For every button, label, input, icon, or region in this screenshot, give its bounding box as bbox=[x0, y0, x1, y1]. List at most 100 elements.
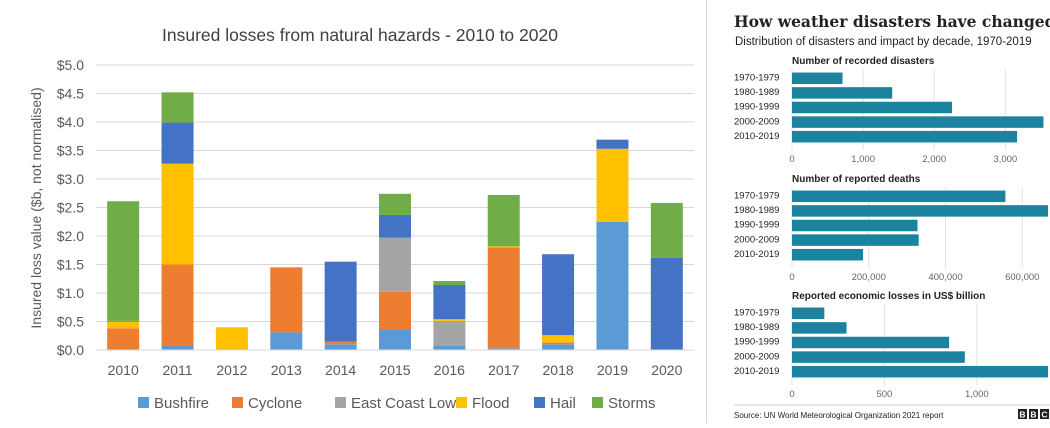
x-tick-label: 2014 bbox=[325, 362, 356, 378]
legend-swatch bbox=[592, 397, 603, 408]
x-tick-label: 2017 bbox=[488, 362, 519, 378]
x-tick-label: 600,000 bbox=[1005, 272, 1039, 283]
bar-segment bbox=[650, 257, 683, 350]
category-label: 1970-1979 bbox=[734, 191, 779, 202]
category-label: 2000-2009 bbox=[734, 234, 779, 245]
legend-label: Storms bbox=[608, 395, 656, 412]
bar-segment bbox=[433, 285, 466, 320]
bar bbox=[792, 322, 847, 334]
bar-segment bbox=[324, 344, 357, 350]
small-chart-title: Number of recorded disasters bbox=[792, 56, 935, 67]
bar-segment bbox=[379, 214, 411, 238]
category-label: 1970-1979 bbox=[734, 308, 779, 319]
small-multiple-chart: Number of reported deaths 0 200,000 400,000… bbox=[734, 174, 1048, 283]
category-label: 1980-1989 bbox=[734, 322, 779, 333]
bar-segment bbox=[215, 327, 248, 350]
bar-segment bbox=[487, 194, 520, 247]
category-label: 1970-1979 bbox=[734, 73, 779, 84]
category-label: 2010-2019 bbox=[734, 131, 779, 142]
y-tick-label: $0.5 bbox=[57, 314, 84, 330]
legend-label: Bushfire bbox=[154, 395, 209, 412]
category-label: 2010-2019 bbox=[734, 249, 779, 260]
category-label: 1990-1999 bbox=[734, 220, 779, 231]
bar-segment bbox=[596, 139, 629, 149]
small-chart-title: Reported economic losses in US$ billion bbox=[792, 291, 985, 302]
x-tick-label: 2013 bbox=[271, 362, 302, 378]
y-tick-label: $1.5 bbox=[57, 257, 84, 273]
bar bbox=[792, 116, 1044, 128]
bar-segment bbox=[161, 163, 194, 265]
bar bbox=[792, 72, 843, 85]
small-chart-title: Number of reported deaths bbox=[792, 174, 921, 185]
x-tick-label: 2018 bbox=[543, 362, 574, 378]
bar bbox=[792, 336, 950, 349]
legend-label: Cyclone bbox=[248, 395, 302, 412]
bar-segment bbox=[650, 202, 683, 258]
bbc-logo-letter: B bbox=[1019, 410, 1025, 420]
category-label: 2010-2019 bbox=[734, 366, 779, 377]
bar-segment bbox=[487, 246, 520, 248]
legend-swatch bbox=[335, 397, 346, 408]
x-tick-label: 3,000 bbox=[993, 154, 1017, 165]
legend-item: Cyclone bbox=[232, 395, 302, 412]
bar-segment bbox=[270, 267, 303, 333]
bar-segment bbox=[542, 335, 575, 343]
bar-segment bbox=[161, 264, 194, 346]
bar-segment bbox=[379, 329, 411, 350]
y-tick-label: $4.0 bbox=[57, 114, 84, 130]
bar bbox=[792, 365, 1048, 378]
bar bbox=[792, 234, 919, 246]
bar-segment bbox=[596, 148, 629, 222]
source-note: Source: UN World Meteorological Organiza… bbox=[734, 411, 944, 420]
bar-segment bbox=[542, 342, 575, 345]
legend-swatch bbox=[138, 397, 149, 408]
bbc-logo-letter: C bbox=[1041, 410, 1047, 420]
x-tick-label: 400,000 bbox=[928, 272, 962, 283]
bar bbox=[792, 351, 965, 363]
x-tick-label: 2019 bbox=[597, 362, 628, 378]
weather-disasters-chart: How weather disasters have changed Distr… bbox=[734, 12, 1050, 420]
bar bbox=[792, 307, 825, 320]
bar bbox=[792, 130, 1018, 143]
bar-segment bbox=[107, 201, 140, 321]
x-tick-label: 2,000 bbox=[922, 154, 946, 165]
legend-item: Hail bbox=[534, 395, 576, 412]
legend-item: Bushfire bbox=[138, 395, 209, 412]
bar bbox=[792, 219, 918, 232]
legend-label: Flood bbox=[472, 395, 510, 412]
bbc-logo: B B C bbox=[1018, 409, 1049, 420]
y-tick-label: $1.0 bbox=[57, 285, 84, 301]
weather-disasters-chart-panel: How weather disasters have changed Distr… bbox=[711, 0, 1050, 423]
x-tick-label: 2016 bbox=[434, 362, 465, 378]
weather-disasters-title: How weather disasters have changed bbox=[734, 12, 1050, 31]
x-tick-label: 200,000 bbox=[852, 272, 886, 283]
x-tick-label: 0 bbox=[789, 154, 794, 165]
category-label: 2000-2009 bbox=[734, 116, 779, 127]
bar bbox=[792, 248, 864, 261]
x-tick-label: 2010 bbox=[108, 362, 139, 378]
bar-segment bbox=[542, 344, 575, 350]
y-axis-label: Insured loss value ($b, not normalised) bbox=[28, 87, 44, 328]
bar-segment bbox=[487, 348, 520, 350]
x-tick-label: 0 bbox=[789, 389, 794, 400]
bar-segment bbox=[433, 319, 466, 321]
small-multiple-chart: Number of recorded disasters 0 1,000 2,000 3… bbox=[734, 56, 1044, 165]
bar-segment bbox=[107, 328, 140, 350]
insured-losses-chart-title: Insured losses from natural hazards - 20… bbox=[162, 25, 558, 45]
y-tick-label: $2.0 bbox=[57, 228, 84, 244]
bar-segment bbox=[107, 321, 140, 329]
x-tick-label: 2012 bbox=[216, 362, 247, 378]
bar bbox=[792, 190, 1006, 203]
bar-segment bbox=[324, 341, 357, 345]
x-tick-label: 1,000 bbox=[851, 154, 875, 165]
weather-disasters-subtitle: Distribution of disasters and impact by … bbox=[735, 36, 1032, 48]
legend-item: Flood bbox=[456, 395, 510, 412]
bar-segment bbox=[161, 92, 194, 123]
category-label: 1980-1989 bbox=[734, 87, 779, 98]
bar-segment bbox=[433, 320, 466, 347]
bar-segment bbox=[433, 281, 466, 286]
bbc-logo-letter: B bbox=[1030, 410, 1036, 420]
category-label: 1990-1999 bbox=[734, 102, 779, 113]
x-tick-label: 2011 bbox=[162, 362, 192, 378]
small-multiple-chart: Reported economic losses in US$ billion 0… bbox=[734, 291, 1048, 400]
